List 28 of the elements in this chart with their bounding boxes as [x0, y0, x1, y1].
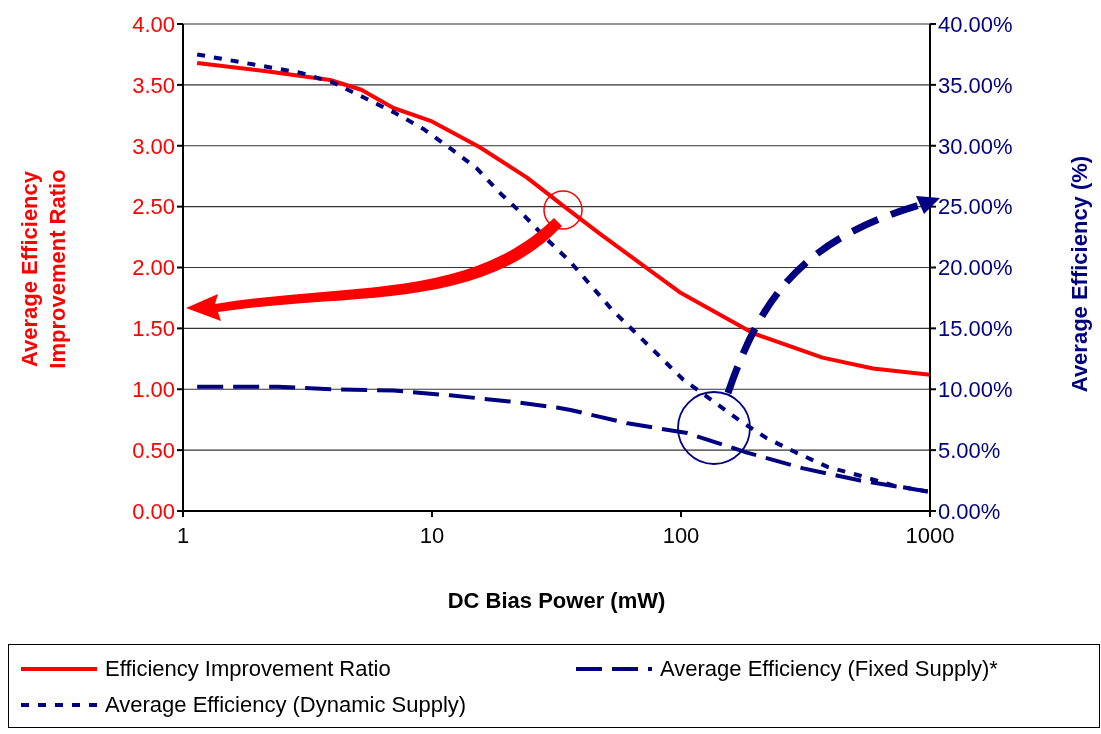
y2-tick-label: 5.00%: [938, 437, 1001, 463]
x-tick-label: 1: [176, 522, 190, 548]
legend-label: Average Efficiency (Dynamic Supply): [105, 692, 467, 718]
y-axis-title: Average Efficiency Improvement Ratio: [16, 168, 71, 371]
y2-axis-title: Average Efficiency (%): [1067, 155, 1093, 393]
y2-tick-label: 20.00%: [938, 255, 1013, 281]
y-tick-label: 2.50: [132, 194, 175, 220]
y-tick-label: 0.50: [132, 437, 175, 463]
y-tick-label: 1.50: [132, 316, 175, 342]
x-axis-title: DC Bias Power (mW): [446, 588, 667, 614]
y2-tick-label: 0.00%: [938, 498, 1001, 524]
y-tick-label: 2.00: [132, 255, 175, 281]
x-tick-label: 1000: [905, 522, 955, 548]
legend-label: Efficiency Improvement Ratio: [105, 656, 391, 682]
x-tick-label: 10: [419, 522, 445, 548]
y2-tick-label: 40.00%: [938, 11, 1013, 37]
y2-tick-label: 15.00%: [938, 316, 1013, 342]
y2-tick-label: 25.00%: [938, 194, 1013, 220]
y2-tick-label: 35.00%: [938, 72, 1013, 98]
y-tick-label: 0.00: [132, 498, 175, 524]
x-tick-label: 100: [662, 522, 700, 548]
y-tick-label: 3.50: [132, 72, 175, 98]
y-tick-label: 1.00: [132, 377, 175, 403]
y2-tick-label: 30.00%: [938, 133, 1013, 159]
legend-label: Average Efficiency (Fixed Supply)*: [660, 656, 998, 682]
y2-tick-label: 10.00%: [938, 377, 1013, 403]
y-tick-label: 3.00: [132, 133, 175, 159]
y-tick-label: 4.00: [132, 11, 175, 37]
